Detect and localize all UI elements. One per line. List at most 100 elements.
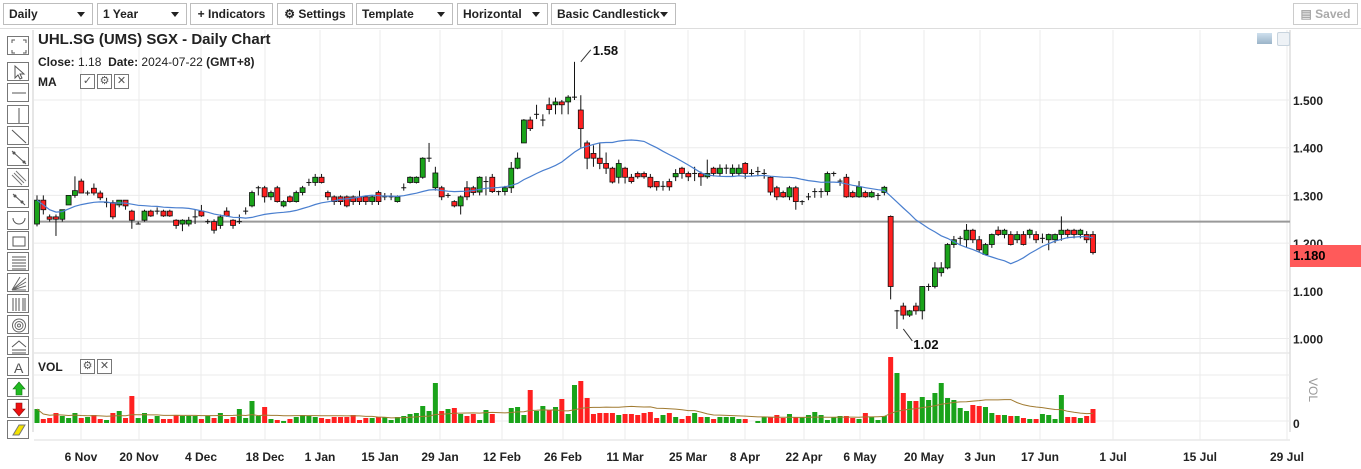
volume-bar: [553, 407, 559, 423]
chevron-down-icon: [660, 12, 668, 17]
volume-bar: [900, 393, 906, 423]
horizontal-line-tool-button[interactable]: [7, 83, 29, 102]
fan-tool-button[interactable]: [7, 273, 29, 292]
candle-up: [717, 167, 723, 174]
candle-up: [1052, 234, 1058, 241]
volume-bar: [489, 414, 495, 423]
candle-down: [546, 104, 553, 110]
segment-icon: [11, 150, 27, 165]
volume-bar: [793, 417, 799, 423]
fibonacci-arc-tool-button[interactable]: [7, 336, 29, 355]
volume-bar: [331, 417, 337, 423]
volume-bar: [584, 398, 590, 423]
volume-bar: [888, 357, 894, 423]
time-tick-label: 25 Mar: [669, 450, 707, 464]
candle-down: [900, 305, 907, 316]
candle-down: [603, 163, 610, 169]
time-tick-label: 15 Jan: [361, 450, 398, 464]
arc-tool-button[interactable]: [7, 211, 29, 230]
candle-down: [634, 173, 641, 178]
candle-down: [577, 109, 584, 130]
parallel-lines-tool-button[interactable]: [7, 168, 29, 187]
volume-bar: [970, 405, 976, 423]
candle-down: [1090, 234, 1096, 254]
fullscreen-tool-button[interactable]: [7, 36, 29, 55]
volume-bar: [154, 416, 160, 423]
vol-remove-button[interactable]: ✕: [97, 359, 112, 374]
ma-toggle-button[interactable]: ✓: [80, 74, 95, 89]
volume-bar: [407, 414, 413, 423]
volume-bar: [91, 415, 97, 423]
gear-icon: ⚙: [99, 75, 110, 87]
volume-bar: [875, 420, 881, 423]
candle-down: [641, 173, 647, 178]
volume-bar: [1046, 415, 1052, 423]
saved-button[interactable]: ▤ Saved: [1293, 3, 1358, 25]
candle-up: [299, 187, 306, 193]
volume-bar: [224, 419, 230, 423]
volume-bar: [413, 413, 419, 423]
candle-up: [919, 286, 926, 312]
candle-down: [91, 187, 97, 194]
orientation-dropdown[interactable]: Horizontal: [457, 3, 548, 25]
candle-down: [274, 187, 281, 203]
interval-dropdown[interactable]: Daily: [3, 3, 93, 25]
chart-type-dropdown[interactable]: Basic Candlestick: [551, 3, 676, 25]
date-value: 2024-07-22: [141, 55, 203, 69]
volume-bar: [995, 415, 1001, 423]
arrow-down-tool-button[interactable]: [7, 399, 29, 418]
ma-remove-button[interactable]: ✕: [114, 74, 129, 89]
arrow-up-tool-button[interactable]: [7, 378, 29, 397]
volume-bar: [148, 419, 154, 423]
range-dropdown[interactable]: 1 Year: [97, 3, 187, 25]
candle-down: [318, 176, 325, 183]
volume-bar: [989, 413, 995, 423]
volume-bar: [666, 413, 672, 423]
candle-up: [672, 173, 679, 178]
fibonacci-time-tool-button[interactable]: [7, 294, 29, 313]
volume-bar: [736, 419, 742, 423]
volume-bar: [692, 413, 698, 423]
indicators-button[interactable]: + Indicators: [190, 3, 273, 25]
volume-bar: [47, 418, 53, 423]
circles-tool-button[interactable]: [7, 315, 29, 334]
vertical-line-tool-button[interactable]: [7, 105, 29, 124]
close-icon: ✕: [99, 360, 110, 372]
volume-axis-label: VOL: [1306, 378, 1320, 402]
time-tick-label: 3 Jun: [964, 450, 995, 464]
trend-line-tool-button[interactable]: [7, 126, 29, 145]
rectangle-icon: [12, 236, 26, 247]
fibonacci-retracement-tool-button[interactable]: [7, 252, 29, 271]
candle-up: [394, 196, 401, 203]
chevron-down-icon: [532, 12, 540, 17]
volume-bar: [40, 419, 46, 423]
eraser-tool-button[interactable]: [7, 420, 29, 439]
volume-bar: [565, 414, 571, 423]
settings-button[interactable]: ⚙ Settings: [277, 3, 353, 25]
print-icon[interactable]: [1277, 32, 1290, 46]
volume-bar: [97, 419, 103, 423]
vol-settings-button[interactable]: ⚙: [80, 359, 95, 374]
image-export-icon[interactable]: [1257, 33, 1272, 44]
volume-bar: [508, 408, 514, 423]
volume-tick-label: 0: [1293, 417, 1300, 431]
volume-bar: [1071, 417, 1077, 423]
volume-bar: [755, 421, 761, 423]
gear-icon: ⚙: [82, 360, 93, 372]
rectangle-tool-button[interactable]: [7, 231, 29, 250]
ma-settings-button[interactable]: ⚙: [97, 74, 112, 89]
time-tick-label: 6 Nov: [65, 450, 98, 464]
volume-bar: [1077, 418, 1083, 423]
pointer-tool-button[interactable]: [7, 62, 29, 81]
candle-up: [312, 176, 319, 183]
segment-tool-button[interactable]: [7, 147, 29, 166]
settings-label: Settings: [298, 7, 346, 21]
template-dropdown[interactable]: Template: [356, 3, 453, 25]
ray-tool-button[interactable]: [7, 189, 29, 208]
text-tool-button[interactable]: A: [7, 357, 29, 376]
time-tick-label: 11 Mar: [606, 450, 644, 464]
candle-up: [508, 167, 515, 189]
volume-bar: [515, 407, 521, 423]
candle-up: [932, 267, 938, 287]
